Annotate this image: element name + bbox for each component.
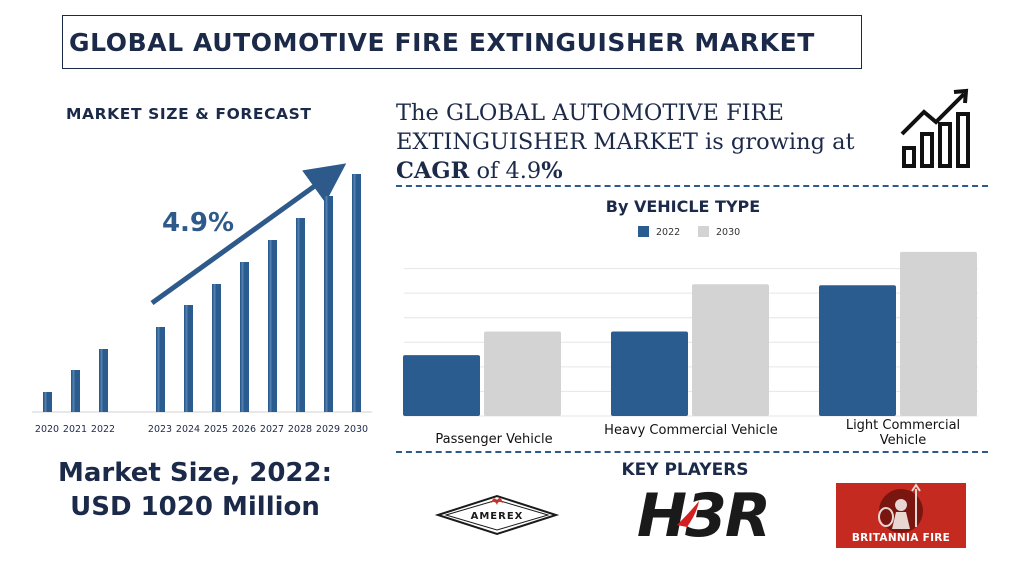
britannia-figure-icon bbox=[878, 483, 923, 533]
vehicle-type-chart: 2022 2030 Passenger Vehicle Heavy Commerci… bbox=[403, 226, 978, 448]
cagr-percent: % bbox=[541, 158, 563, 184]
cagr-line-2: EXTINGUISHER MARKET is growing at bbox=[396, 129, 855, 155]
market-size-line-2: USD 1020 Million bbox=[70, 492, 320, 522]
growth-arrow bbox=[150, 163, 347, 306]
market-bar-2028 bbox=[296, 218, 305, 412]
britannia-fire-logo: BRITANNIA FIRE bbox=[836, 483, 966, 548]
market-year-label: 2029 bbox=[316, 424, 340, 435]
title-box: GLOBAL AUTOMOTIVE FIRE EXTINGUISHER MARK… bbox=[62, 15, 862, 69]
vehicle-category-label: Light Commercial Vehicle bbox=[846, 418, 960, 448]
cagr-annotation: 4.9% bbox=[162, 208, 234, 238]
vehicle-category-label: Passenger Vehicle bbox=[435, 432, 552, 447]
market-bar-2023 bbox=[156, 327, 165, 412]
amerex-logo-text: AMEREX bbox=[471, 511, 524, 522]
vehicle-category-label: Heavy Commercial Vehicle bbox=[604, 423, 778, 438]
market-year-label: 2027 bbox=[260, 424, 284, 435]
page-title: GLOBAL AUTOMOTIVE FIRE EXTINGUISHER MARK… bbox=[69, 27, 815, 57]
vehicle-bar-2022 bbox=[819, 285, 896, 416]
growth-chart-icon bbox=[900, 88, 970, 168]
market-size-chart: 4.9% 2020 2021 2022 2023 2024 2025 2026 2027 202… bbox=[32, 163, 372, 435]
market-bar-2030 bbox=[352, 174, 361, 412]
market-bar-highlight bbox=[44, 392, 47, 412]
market-bar-highlight bbox=[213, 284, 216, 412]
market-year-label: 2020 bbox=[35, 424, 59, 435]
cagr-value: 4.9 bbox=[505, 158, 542, 184]
cagr-line-1: The GLOBAL AUTOMOTIVE FIRE bbox=[396, 100, 784, 126]
britannia-fire-badge: BRITANNIA FIRE bbox=[836, 483, 966, 548]
market-bar-highlight bbox=[157, 327, 160, 412]
cagr-statement: The GLOBAL AUTOMOTIVE FIRE EXTINGUISHER … bbox=[396, 99, 876, 186]
market-bar-highlight bbox=[297, 218, 300, 412]
market-year-label: 2028 bbox=[288, 424, 312, 435]
h3r-logo: H3R bbox=[625, 481, 781, 545]
market-bar-2022 bbox=[99, 349, 108, 412]
cagr-line-3: CAGR of 4.9% bbox=[396, 157, 876, 186]
market-bar-highlight bbox=[72, 370, 75, 412]
cagr-of: of bbox=[476, 158, 499, 184]
market-size-line-1: Market Size, 2022: bbox=[57, 458, 333, 488]
market-bar-2025 bbox=[212, 284, 221, 412]
section-divider-bottom bbox=[396, 451, 988, 453]
market-year-label: 2022 bbox=[91, 424, 115, 435]
market-bar-highlight bbox=[325, 196, 328, 412]
section-divider-top bbox=[396, 185, 988, 187]
vehicle-bar-2022 bbox=[611, 331, 688, 416]
h3r-logo-text: H3R bbox=[637, 481, 769, 545]
market-bar-highlight bbox=[100, 349, 103, 412]
market-year-label: 2026 bbox=[232, 424, 256, 435]
legend-swatch-2030 bbox=[698, 226, 709, 237]
market-bar-highlight bbox=[353, 174, 356, 412]
cagr-label: CAGR bbox=[396, 158, 470, 184]
market-bar-2026 bbox=[240, 262, 249, 412]
market-year-label: 2030 bbox=[344, 424, 368, 435]
market-bar-2021 bbox=[71, 370, 80, 412]
market-year-label: 2025 bbox=[204, 424, 228, 435]
vehicle-bar-2030 bbox=[900, 251, 977, 416]
market-bar-2029 bbox=[324, 196, 333, 412]
market-year-label: 2023 bbox=[148, 424, 172, 435]
legend-label-2022: 2022 bbox=[656, 227, 680, 238]
vehicle-category-label-line: Vehicle bbox=[880, 433, 927, 448]
britannia-fire-text: BRITANNIA FIRE bbox=[851, 532, 951, 544]
amerex-logo: AMEREX bbox=[434, 494, 560, 536]
market-year-label: 2021 bbox=[63, 424, 87, 435]
market-bar-highlight bbox=[241, 262, 244, 412]
market-bar-highlight bbox=[269, 240, 272, 412]
key-players-title: KEY PLAYERS bbox=[621, 460, 749, 480]
market-size-subtitle: MARKET SIZE & FORECAST bbox=[66, 105, 312, 123]
vehicle-category-label-line: Light Commercial bbox=[846, 418, 960, 433]
market-bar-2024 bbox=[184, 305, 193, 412]
legend-label-2030: 2030 bbox=[716, 227, 740, 238]
market-bar-2027 bbox=[268, 240, 277, 412]
vehicle-type-title: By VEHICLE TYPE bbox=[605, 197, 761, 216]
market-year-label: 2024 bbox=[176, 424, 200, 435]
vehicle-bar-2030 bbox=[484, 331, 561, 416]
vehicle-bar-2022 bbox=[403, 355, 480, 416]
legend-swatch-2022 bbox=[638, 226, 649, 237]
vehicle-bar-2030 bbox=[692, 284, 769, 416]
market-bar-highlight bbox=[185, 305, 188, 412]
market-bar-2020 bbox=[43, 392, 52, 412]
